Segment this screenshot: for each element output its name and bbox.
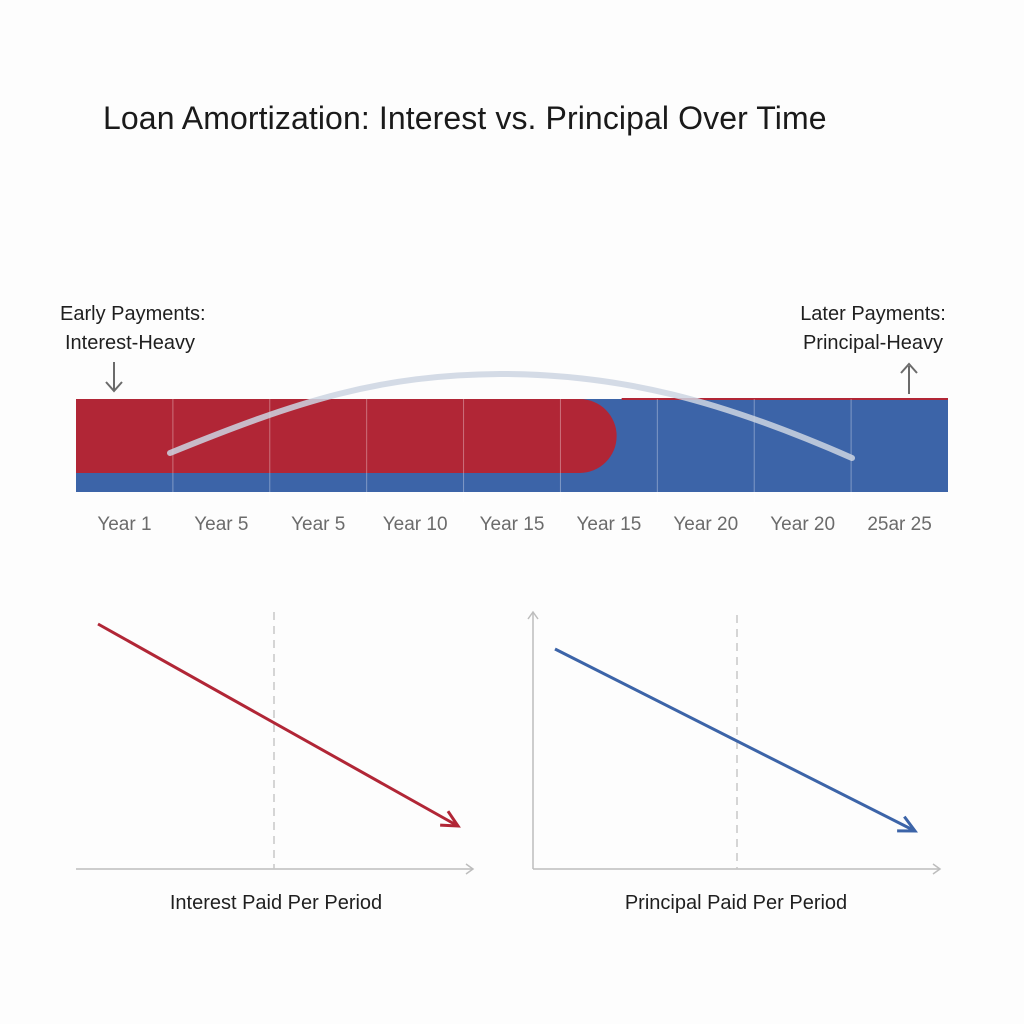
x-axis-arrowhead: [465, 863, 475, 875]
band-tick-label: Year 5: [194, 514, 248, 535]
band-tick-labels: Year 1 Year 5 Year 5 Year 10 Year 15 Year 15 Y…: [97, 514, 931, 535]
trend-curve: [167, 370, 855, 461]
band-tick-label: Year 10: [383, 514, 448, 535]
y-axis-arrowhead: [527, 610, 539, 620]
trend-arrowhead: [440, 810, 461, 828]
arrow-up-icon: [900, 362, 918, 394]
band-tick-label: Year 20: [770, 514, 835, 535]
early-annotation-line-1: Early Payments:: [60, 303, 206, 325]
chart-title: Loan Amortization: Interest vs. Principa…: [103, 100, 827, 136]
amortization-band: [76, 398, 948, 492]
band-tick-label: Year 15: [576, 514, 641, 535]
trend-arrowhead: [897, 815, 918, 833]
x-axis-arrowhead: [932, 863, 942, 875]
band-tick-label: Year 5: [291, 514, 345, 535]
arrow-down-icon: [105, 362, 123, 393]
band-tick-label: 25ar 25: [867, 514, 931, 535]
early-payments-annotation: Early Payments: Interest-Heavy: [60, 300, 206, 358]
interest-axis-label: Interest Paid Per Period: [169, 892, 383, 914]
principal-axis-label: Principal Paid Per Period: [624, 892, 848, 914]
principal-panel: [527, 610, 942, 875]
trend-line: [554, 647, 916, 833]
band-tick-label: Year 15: [480, 514, 545, 535]
band-tick-label: Year 20: [673, 514, 738, 535]
band-tick-label: Year 1: [97, 514, 151, 535]
late-annotation-line-1: Later Payments:: [800, 303, 946, 325]
trend-line: [97, 622, 459, 828]
late-annotation-line-2: Principal-Heavy: [802, 332, 944, 354]
interest-panel: [76, 612, 475, 875]
later-payments-annotation: Later Payments: Principal-Heavy: [785, 300, 961, 358]
early-annotation-line-2: Interest-Heavy: [64, 332, 196, 354]
interest-region: [76, 399, 617, 473]
